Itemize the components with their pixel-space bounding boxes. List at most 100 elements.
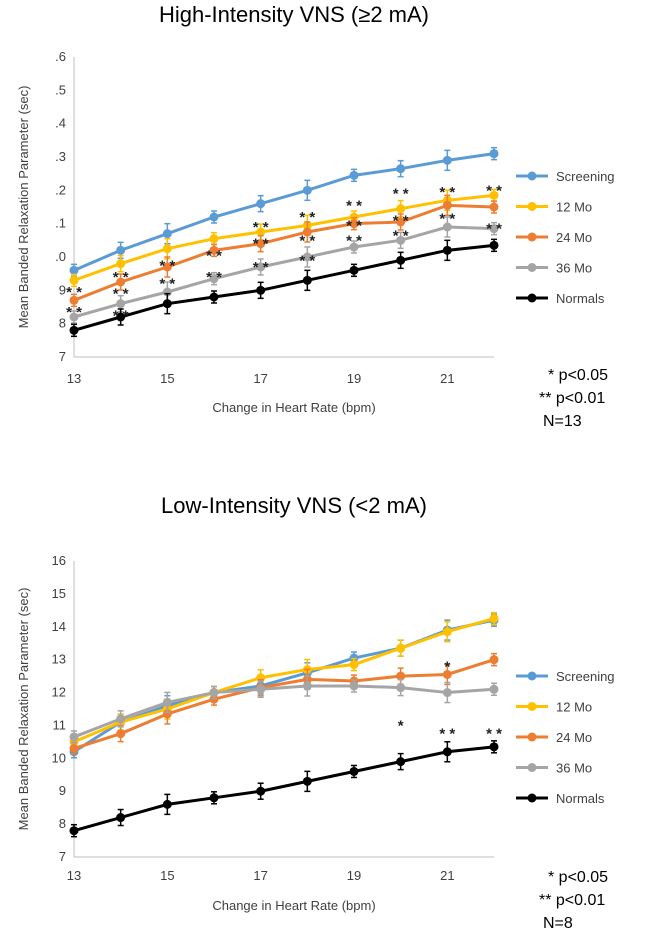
data-point — [209, 688, 219, 698]
data-point — [162, 262, 172, 272]
significance-mark: * * — [299, 209, 315, 226]
legend-swatch-marker — [527, 763, 537, 772]
legend-label: Screening — [556, 169, 615, 184]
data-point — [442, 155, 452, 165]
legend-label: 36 Mo — [556, 761, 592, 776]
data-point — [256, 227, 266, 237]
series-line — [73, 152, 495, 272]
data-point — [116, 312, 126, 322]
x-axis-label: Change in Heart Rate (bpm) — [212, 898, 375, 913]
significance-note: * p<0.05 — [548, 367, 608, 384]
data-point — [489, 742, 499, 752]
data-point — [489, 190, 499, 200]
significance-note: N=13 — [543, 413, 582, 430]
data-point — [442, 747, 452, 757]
y-tick-label: 8 — [59, 316, 66, 331]
series-36-mo — [69, 216, 499, 324]
y-tick-label: 11 — [53, 717, 67, 732]
significance-note: N=8 — [543, 915, 573, 932]
x-tick-label: 15 — [160, 868, 174, 883]
series-line — [73, 243, 495, 332]
data-point — [302, 681, 312, 691]
data-point — [442, 222, 452, 232]
y-tick-label: .3 — [55, 149, 66, 164]
series-line — [73, 617, 495, 744]
legend-swatch-marker — [527, 202, 537, 211]
series-line — [73, 225, 495, 319]
y-tick-label: 15 — [52, 586, 66, 601]
data-point — [69, 826, 79, 836]
data-point — [489, 655, 499, 665]
significance-mark: * — [398, 718, 404, 735]
data-point — [396, 683, 406, 693]
data-point — [256, 285, 266, 295]
y-tick-label: 10 — [52, 750, 66, 765]
legend-swatch-marker — [527, 702, 537, 711]
y-tick-label: .1 — [55, 216, 66, 231]
data-point — [396, 204, 406, 214]
series-36-mo — [69, 675, 499, 744]
significance-mark: * * — [159, 276, 175, 293]
legend-swatch-marker — [527, 732, 537, 742]
significance-mark: * * — [346, 197, 362, 214]
significance-note: ** p<0.01 — [539, 390, 605, 407]
data-point — [396, 255, 406, 265]
significance-mark: * * — [299, 232, 315, 249]
data-point — [302, 776, 312, 786]
legend-label: 12 Mo — [556, 700, 592, 715]
x-tick-label: 17 — [253, 868, 267, 883]
legend-label: 24 Mo — [556, 230, 592, 245]
data-point — [69, 743, 79, 753]
x-tick-label: 19 — [347, 868, 361, 883]
data-point — [162, 229, 172, 239]
x-axis-label: Change in Heart Rate (bpm) — [212, 400, 375, 415]
significance-mark: * * — [113, 286, 129, 303]
data-point — [396, 164, 406, 174]
y-tick-label: .2 — [55, 182, 66, 197]
series-line — [73, 658, 495, 750]
data-point — [256, 199, 266, 209]
y-tick-label: .6 — [55, 49, 66, 64]
data-point — [116, 245, 126, 255]
significance-mark: * * — [439, 726, 455, 743]
data-point — [116, 277, 126, 287]
data-point — [349, 265, 359, 275]
legend-label: 12 Mo — [556, 200, 592, 215]
legend-swatch-marker — [527, 671, 537, 681]
significance-mark: * * — [299, 252, 315, 269]
legend-swatch-marker — [527, 793, 537, 803]
x-tick-label: 21 — [440, 371, 454, 386]
chart-title: High-Intensity VNS (≥2 mA) — [159, 2, 429, 27]
data-point — [69, 325, 79, 335]
y-tick-label: 7 — [59, 349, 66, 364]
data-point — [349, 766, 359, 776]
significance-mark: * * — [253, 219, 269, 236]
significance-mark: * * — [346, 232, 362, 249]
series-line — [73, 193, 495, 282]
y-tick-label: 12 — [52, 685, 66, 700]
y-tick-label: 14 — [52, 619, 66, 634]
significance-mark: * * — [253, 259, 269, 276]
x-tick-label: 19 — [347, 371, 361, 386]
data-point — [256, 262, 266, 272]
data-point — [396, 671, 406, 681]
data-point — [162, 799, 172, 809]
data-point — [209, 274, 219, 284]
data-point — [396, 757, 406, 767]
legend-swatch-marker — [527, 232, 537, 242]
data-point — [209, 793, 219, 803]
significance-mark: * * — [66, 284, 82, 301]
data-point — [256, 239, 266, 249]
legend-label: Normals — [556, 791, 605, 806]
data-point — [349, 681, 359, 691]
data-point — [489, 684, 499, 694]
data-point — [396, 643, 406, 653]
significance-mark: * * — [253, 236, 269, 253]
chart-1: High-Intensity VNS (≥2 mA) .6 .5 .4 .3 .2 .1 .0… — [16, 2, 615, 430]
data-point — [489, 240, 499, 250]
series-line — [73, 684, 495, 739]
significance-mark: * * — [439, 184, 455, 201]
y-axis-label: Mean Banded Relaxation Parameter (sec) — [16, 588, 31, 831]
data-point — [256, 786, 266, 796]
data-point — [162, 244, 172, 254]
